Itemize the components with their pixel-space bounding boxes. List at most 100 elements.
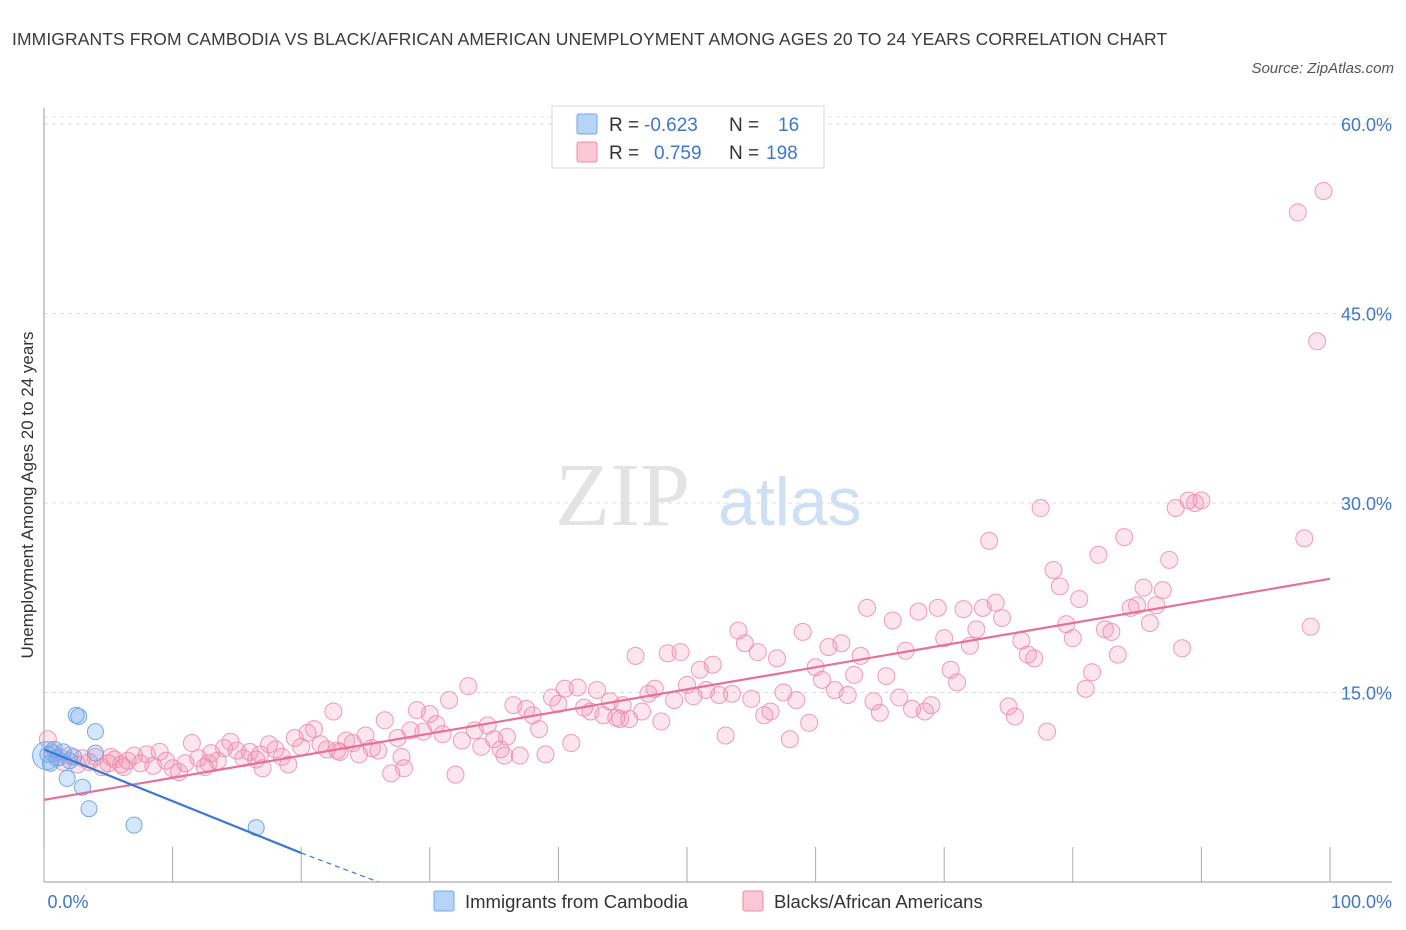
point-cambodia-10 (80, 800, 98, 818)
point-black-118 (793, 622, 812, 641)
point-cambodia-15 (41, 754, 59, 772)
point-black-14 (125, 746, 144, 765)
point-black-29 (221, 732, 240, 751)
point-black-77 (530, 720, 549, 739)
point-black-180 (1192, 491, 1211, 510)
point-cambodia-9 (74, 778, 92, 796)
bottom-legend-label-cambodia: Immigrants from Cambodia (465, 891, 689, 912)
point-black-53 (375, 711, 394, 730)
bottom-legend: Immigrants from Cambodia Blacks/African … (433, 890, 983, 912)
point-black-148 (986, 593, 1005, 612)
bottom-legend-swatch-black (742, 890, 764, 912)
point-black-114 (768, 649, 787, 668)
point-black-184 (1308, 332, 1327, 351)
point-black-83 (568, 678, 587, 697)
point-black-157 (1044, 560, 1063, 579)
bottom-legend-label-black: Blacks/African Americans (774, 891, 983, 912)
point-black-19 (157, 751, 176, 770)
trend-line-cambodia (43, 748, 302, 854)
point-black-95 (645, 679, 664, 698)
legend-r-value-2: 0.759 (654, 143, 702, 164)
point-black-99 (671, 643, 690, 662)
point-black-168 (1115, 528, 1134, 547)
point-black-86 (587, 680, 606, 699)
x-ticks (43, 847, 1331, 882)
point-black-23 (182, 734, 201, 753)
gridlines (44, 116, 1392, 693)
source-label: Source: ZipAtlas.com (1251, 60, 1394, 77)
point-black-0 (38, 730, 57, 749)
point-black-156 (1038, 722, 1057, 741)
point-black-132 (883, 611, 902, 630)
point-black-163 (1083, 663, 1102, 682)
point-black-142 (948, 673, 967, 692)
point-black-30 (227, 741, 246, 760)
point-black-81 (555, 679, 574, 698)
point-cambodia-13 (125, 816, 143, 834)
point-black-129 (864, 692, 883, 711)
point-black-140 (935, 629, 954, 648)
point-black-57 (401, 721, 420, 740)
point-black-45 (324, 702, 343, 721)
point-black-63 (440, 691, 459, 710)
point-black-143 (954, 600, 973, 619)
point-cambodia-5 (58, 769, 76, 787)
legend-n-label-1: N = (729, 115, 759, 136)
point-black-139 (928, 598, 947, 617)
point-black-116 (780, 730, 799, 749)
point-black-79 (542, 688, 561, 707)
point-black-106 (716, 726, 735, 745)
point-black-173 (1147, 596, 1166, 615)
point-black-127 (851, 646, 870, 665)
point-black-172 (1140, 614, 1159, 633)
y-tick-label-15: 15.0% (1341, 684, 1392, 704)
point-black-42 (305, 720, 324, 739)
point-black-147 (980, 531, 999, 550)
point-black-125 (838, 686, 857, 705)
point-black-62 (433, 725, 452, 744)
point-black-105 (710, 686, 729, 705)
series-black-points (38, 181, 1333, 784)
point-black-52 (369, 741, 388, 760)
legend-n-label-2: N = (729, 143, 759, 164)
legend-n-value-1: 16 (778, 115, 799, 136)
point-black-104 (703, 655, 722, 674)
point-black-155 (1031, 499, 1050, 518)
point-black-171 (1134, 578, 1153, 597)
point-black-96 (652, 712, 671, 731)
point-black-160 (1063, 629, 1082, 648)
point-black-128 (858, 598, 877, 617)
point-black-145 (967, 620, 986, 639)
point-black-72 (497, 727, 516, 746)
point-black-18 (150, 742, 169, 761)
legend-n-value-2: 198 (766, 143, 798, 164)
point-black-109 (735, 634, 754, 653)
point-black-32 (240, 742, 259, 761)
point-black-182 (1295, 529, 1314, 548)
point-black-78 (536, 745, 555, 764)
point-black-124 (832, 634, 851, 653)
point-black-167 (1108, 645, 1127, 664)
x-tick-label-min: 0.0% (47, 892, 88, 912)
point-black-64 (446, 765, 465, 784)
point-black-98 (665, 691, 684, 710)
point-black-126 (845, 665, 864, 684)
point-black-130 (870, 703, 889, 722)
legend-r-value-1: -0.623 (644, 115, 698, 136)
point-black-121 (813, 670, 832, 689)
point-black-164 (1089, 545, 1108, 564)
point-black-166 (1102, 622, 1121, 641)
point-black-158 (1050, 577, 1069, 596)
y-axis-label: Unemployment Among Ages 20 to 24 years (18, 332, 37, 659)
point-black-193 (611, 710, 630, 729)
legend-swatch-cambodia (576, 113, 598, 135)
chart-title: IMMIGRANTS FROM CAMBODIA VS BLACK/AFRICA… (12, 29, 1168, 49)
trend-line-black (43, 577, 1331, 801)
point-black-82 (562, 734, 581, 753)
point-black-56 (395, 759, 414, 778)
point-black-192 (495, 746, 514, 765)
point-cambodia-11 (86, 723, 104, 741)
point-black-149 (993, 608, 1012, 627)
point-black-177 (1173, 639, 1192, 658)
point-black-97 (658, 644, 677, 663)
